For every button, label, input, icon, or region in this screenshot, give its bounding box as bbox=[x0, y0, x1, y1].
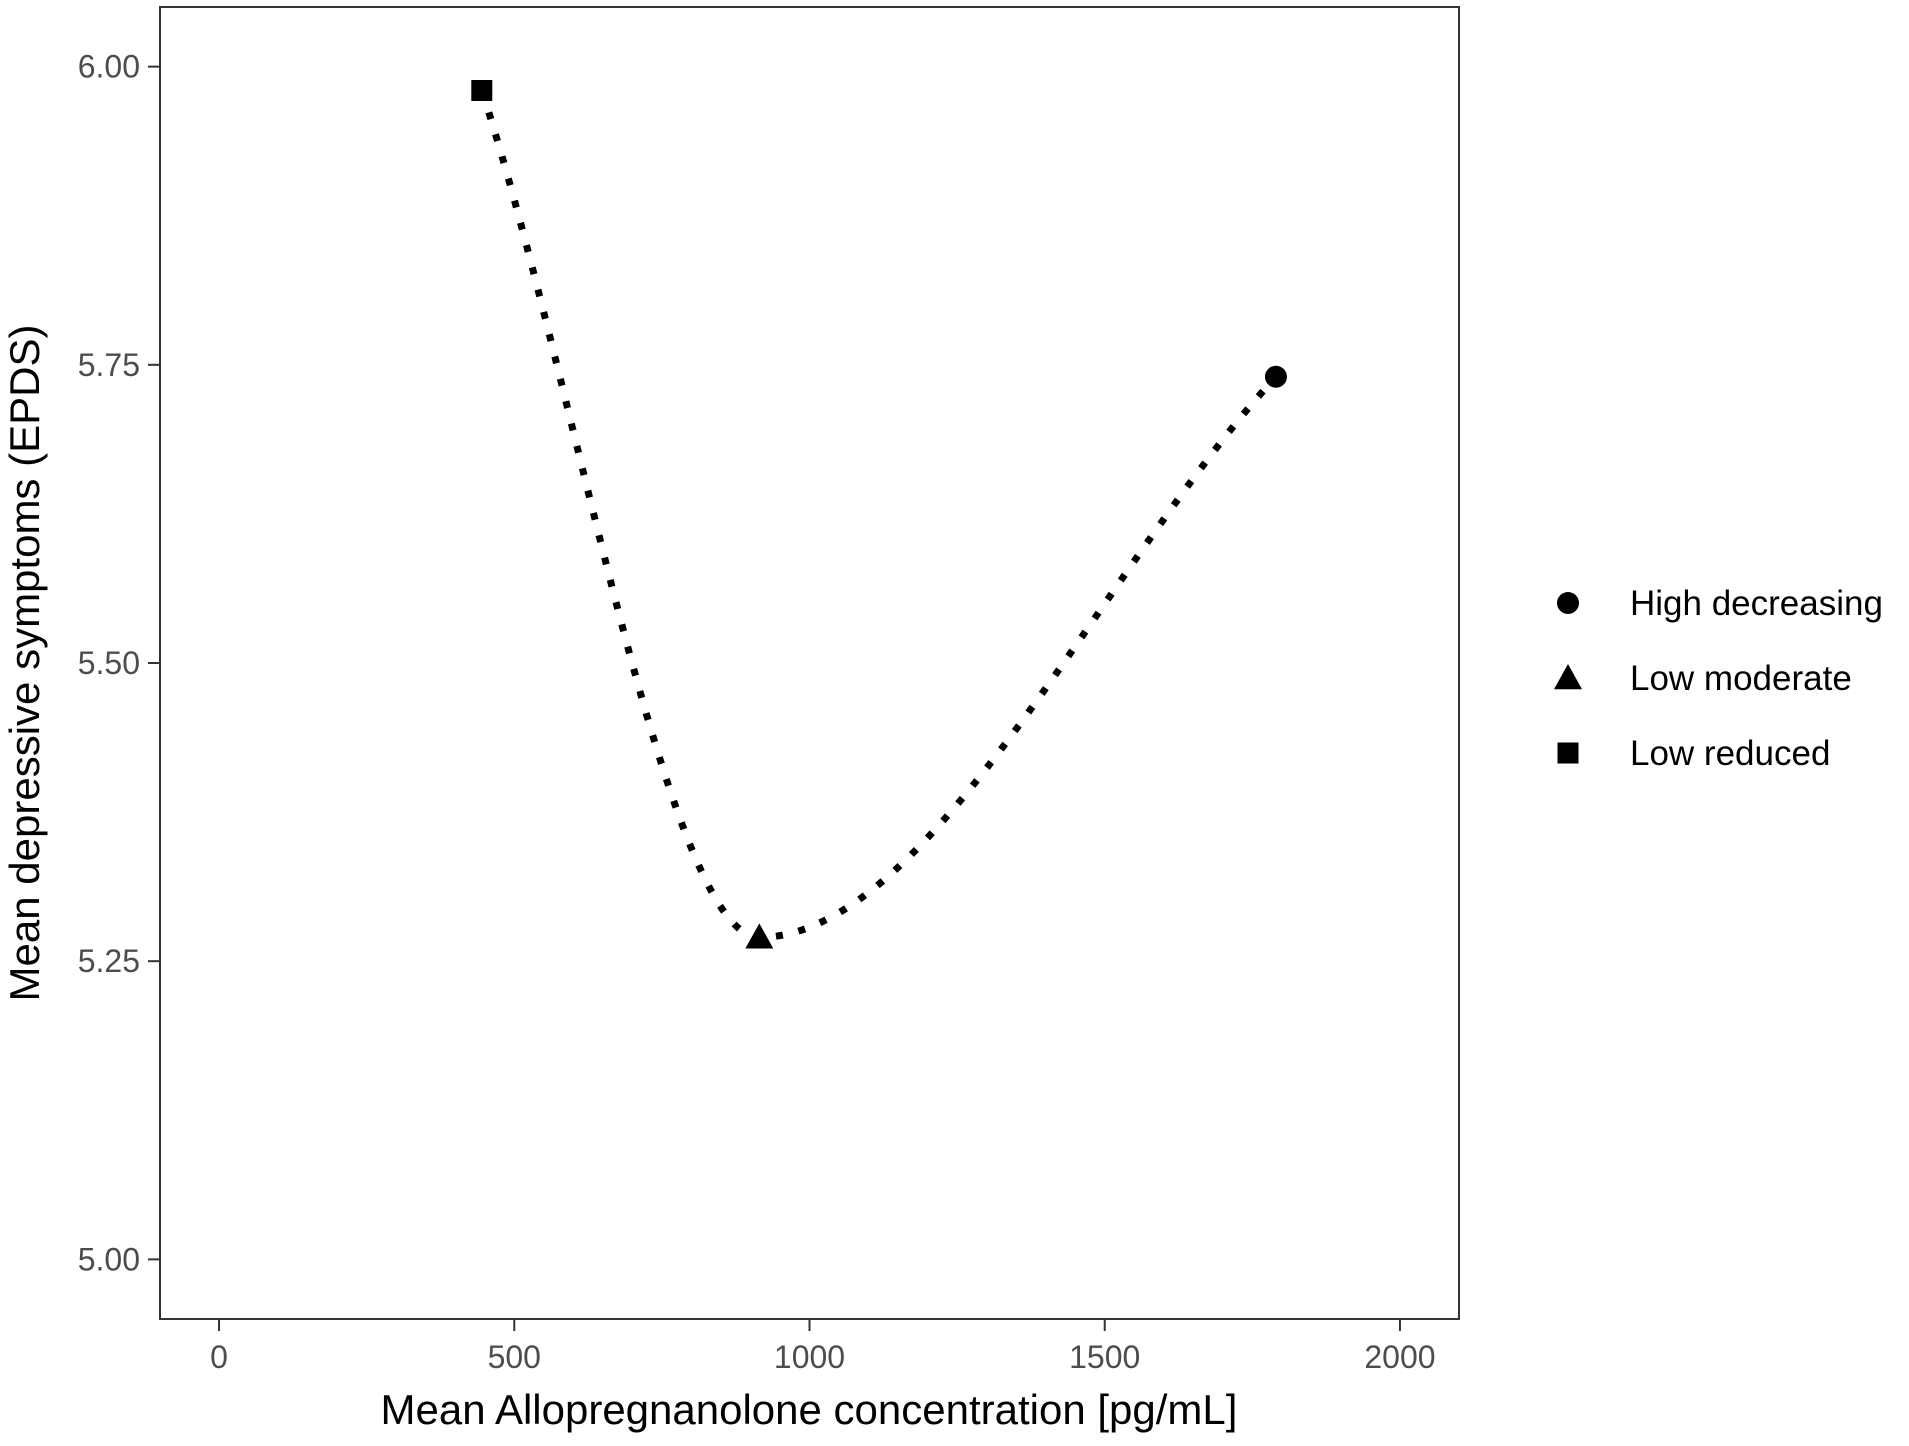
y-axis-title: Mean depressive symptoms (EPDS) bbox=[1, 325, 48, 1002]
x-axis-ticks: 0 500 1000 1500 2000 bbox=[210, 1319, 1436, 1375]
legend-key-low-reduced bbox=[1557, 742, 1579, 764]
legend-label: Low moderate bbox=[1630, 659, 1852, 698]
point-low-moderate bbox=[745, 923, 774, 949]
x-tick-label: 1000 bbox=[774, 1339, 845, 1375]
y-tick-label: 5.50 bbox=[78, 645, 140, 681]
legend-label: Low reduced bbox=[1630, 734, 1830, 773]
y-tick-label: 5.75 bbox=[78, 347, 140, 383]
data-markers bbox=[471, 79, 1287, 949]
y-tick-label: 6.00 bbox=[78, 49, 140, 85]
legend-key-high-decreasing bbox=[1557, 592, 1579, 614]
legend-label: High decreasing bbox=[1630, 584, 1883, 623]
point-high-decreasing bbox=[1264, 365, 1287, 388]
x-tick-label: 1500 bbox=[1069, 1339, 1140, 1375]
x-tick-label: 2000 bbox=[1364, 1339, 1435, 1375]
x-tick-label: 500 bbox=[488, 1339, 541, 1375]
y-tick-label: 5.25 bbox=[78, 943, 140, 979]
point-low-reduced bbox=[471, 79, 493, 101]
legend: High decreasing Low moderate Low reduced bbox=[1554, 584, 1883, 773]
x-axis-title: Mean Allopregnanolone concentration [pg/… bbox=[381, 1386, 1238, 1433]
x-tick-label: 0 bbox=[210, 1339, 228, 1375]
y-axis-ticks: 5.00 5.25 5.50 5.75 6.00 bbox=[78, 49, 160, 1277]
legend-key-low-moderate bbox=[1554, 664, 1582, 690]
y-tick-label: 5.00 bbox=[78, 1241, 140, 1277]
plot-panel bbox=[159, 6, 1460, 1320]
